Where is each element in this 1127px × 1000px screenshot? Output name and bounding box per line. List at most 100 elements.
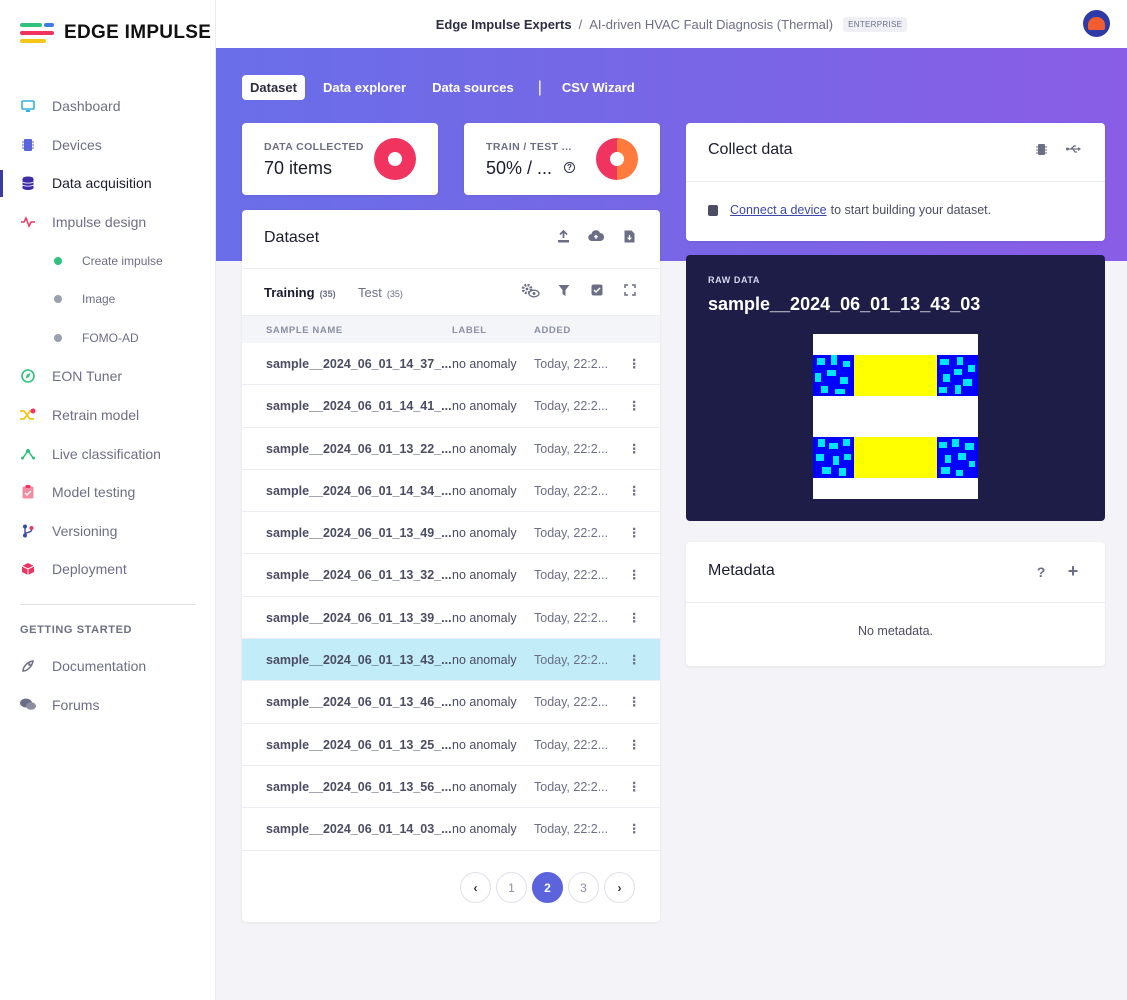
sidebar-item-eon-tuner[interactable]: EON Tuner: [0, 357, 216, 396]
sample-label: no anomaly: [452, 441, 517, 456]
sample-name: sample__2024_06_01_13_32_...: [266, 568, 452, 583]
sample-added: Today, 22:2...: [534, 568, 609, 583]
sample-label: no anomaly: [452, 695, 517, 710]
chip-icon[interactable]: [1033, 141, 1049, 157]
table-row[interactable]: sample__2024_06_01_14_37_... no anomaly To…: [242, 343, 660, 386]
page-2-button[interactable]: 2: [532, 872, 563, 903]
brand-logo[interactable]: EDGE IMPULSE: [20, 22, 211, 44]
network-icon: [20, 446, 36, 462]
page-3-button[interactable]: 3: [568, 872, 599, 903]
kebab-menu-icon[interactable]: ⋮: [628, 568, 641, 583]
tab-test-count: (35): [386, 289, 403, 299]
next-page-button[interactable]: ›: [604, 872, 635, 903]
sample-label: no anomaly: [452, 822, 517, 837]
sample-added: Today, 22:2...: [534, 357, 609, 371]
kebab-menu-icon[interactable]: ⋮: [628, 483, 641, 498]
upload-icon[interactable]: [555, 228, 571, 244]
prev-page-button[interactable]: ‹: [460, 872, 491, 903]
rocket-icon: [20, 658, 36, 674]
sidebar-subitem-image[interactable]: Image: [0, 280, 216, 319]
select-checkbox-icon[interactable]: [589, 282, 605, 298]
sidebar-item-versioning[interactable]: Versioning: [0, 512, 216, 551]
data-tabs: Dataset Data explorer Data sources | CSV…: [242, 75, 653, 100]
sidebar-item-impulse-design[interactable]: Impulse design: [0, 203, 216, 242]
settings-view-icon[interactable]: [520, 282, 540, 298]
table-row[interactable]: sample__2024_06_01_14_03_... no anomaly To…: [242, 808, 660, 851]
table-row-selected[interactable]: sample__2024_06_01_13_43_... no anomaly To…: [242, 639, 660, 682]
kebab-menu-icon[interactable]: ⋮: [628, 357, 641, 371]
table-row[interactable]: sample__2024_06_01_14_41_... no anomaly To…: [242, 385, 660, 428]
table-row[interactable]: sample__2024_06_01_13_56_... no anomaly To…: [242, 766, 660, 809]
sample-added: Today, 22:2...: [534, 399, 609, 414]
kebab-menu-icon[interactable]: ⋮: [628, 526, 641, 541]
filter-icon[interactable]: [556, 282, 572, 298]
page-1-button[interactable]: 1: [496, 872, 527, 903]
tab-dataset[interactable]: Dataset: [242, 75, 305, 100]
add-icon[interactable]: +: [1067, 560, 1079, 581]
tab-data-explorer[interactable]: Data explorer: [322, 80, 407, 95]
project-name[interactable]: AI-driven HVAC Fault Diagnosis (Thermal): [589, 16, 834, 32]
column-header-added[interactable]: ADDED: [534, 325, 571, 336]
table-row[interactable]: sample__2024_06_01_13_32_... no anomaly To…: [242, 554, 660, 597]
kebab-menu-icon[interactable]: ⋮: [628, 822, 641, 837]
data-collected-label: DATA COLLECTED: [264, 141, 364, 153]
image-block: [937, 355, 978, 396]
table-row[interactable]: sample__2024_06_01_13_46_... no anomaly To…: [242, 681, 660, 724]
sample-table-body: sample__2024_06_01_14_37_... no anomaly To…: [242, 343, 660, 851]
sidebar-item-devices[interactable]: Devices: [0, 126, 216, 165]
sidebar-item-documentation[interactable]: Documentation: [0, 647, 216, 686]
help-icon[interactable]: ?: [1036, 564, 1046, 580]
table-row[interactable]: sample__2024_06_01_14_34_... no anomaly To…: [242, 470, 660, 513]
table-row[interactable]: sample__2024_06_01_13_49_... no anomaly To…: [242, 512, 660, 555]
tab-data-sources[interactable]: Data sources: [432, 80, 514, 95]
compass-icon: [20, 368, 36, 384]
table-row[interactable]: sample__2024_06_01_13_25_... no anomaly To…: [242, 724, 660, 766]
connect-device-text: to start building your dataset.: [830, 203, 992, 217]
kebab-menu-icon[interactable]: ⋮: [628, 399, 641, 414]
metadata-empty-state: No metadata.: [857, 624, 934, 638]
monitor-icon: [20, 98, 36, 114]
sample-name: sample__2024_06_01_13_39_...: [266, 610, 452, 625]
table-row[interactable]: sample__2024_06_01_13_22_... no anomaly To…: [242, 428, 660, 470]
sidebar-item-model-testing[interactable]: Model testing: [0, 473, 216, 512]
divider: [686, 602, 1105, 603]
project-owner[interactable]: Edge Impulse Experts: [435, 16, 572, 32]
kebab-menu-icon[interactable]: ⋮: [628, 695, 641, 710]
kebab-menu-icon[interactable]: ⋮: [628, 737, 641, 752]
sidebar-subitem-fomo-ad[interactable]: FOMO-AD: [0, 319, 216, 358]
sample-label: no anomaly: [452, 653, 517, 668]
sample-name: sample__2024_06_01_13_49_...: [266, 526, 452, 541]
sample-added: Today, 22:2...: [534, 653, 609, 668]
usb-icon[interactable]: [1065, 141, 1081, 157]
column-header-label[interactable]: LABEL: [452, 325, 487, 336]
sidebar-item-deployment[interactable]: Deployment: [0, 550, 216, 589]
sidebar-item-dashboard[interactable]: Dashboard: [0, 87, 216, 126]
expand-icon[interactable]: [622, 282, 638, 298]
connect-device-prompt: Connect a device to start building your …: [708, 203, 991, 217]
column-header-sample-name[interactable]: SAMPLE NAME: [266, 325, 343, 336]
download-file-icon[interactable]: [621, 228, 637, 244]
user-avatar[interactable]: [1083, 10, 1110, 37]
connect-device-link[interactable]: Connect a device: [730, 203, 827, 217]
kebab-menu-icon[interactable]: ⋮: [628, 610, 641, 625]
tab-test[interactable]: Test (35): [358, 285, 403, 300]
cloud-upload-icon[interactable]: [588, 228, 604, 244]
tab-training[interactable]: Training (35): [264, 285, 336, 300]
kebab-menu-icon[interactable]: ⋮: [628, 653, 641, 668]
sidebar-item-live-classification[interactable]: Live classification: [0, 434, 216, 473]
sidebar-item-label: Forums: [52, 696, 100, 713]
sidebar-item-label: Model testing: [52, 484, 136, 501]
sidebar-item-forums[interactable]: Forums: [0, 686, 216, 725]
sidebar-item-label: EON Tuner: [52, 368, 123, 385]
tab-divider: |: [537, 78, 542, 96]
table-row[interactable]: sample__2024_06_01_13_39_... no anomaly To…: [242, 597, 660, 640]
sidebar-item-data-acquisition[interactable]: Data acquisition: [0, 164, 216, 203]
sample-added: Today, 22:2...: [534, 737, 609, 752]
tab-csv-wizard[interactable]: CSV Wizard: [561, 80, 635, 95]
kebab-menu-icon[interactable]: ⋮: [628, 441, 641, 456]
chat-icon: [20, 697, 36, 713]
kebab-menu-icon[interactable]: ⋮: [628, 779, 641, 794]
sidebar-subitem-create-impulse[interactable]: Create impulse: [0, 241, 216, 280]
sidebar-item-retrain-model[interactable]: Retrain model: [0, 396, 216, 435]
help-icon[interactable]: ?: [564, 162, 575, 173]
